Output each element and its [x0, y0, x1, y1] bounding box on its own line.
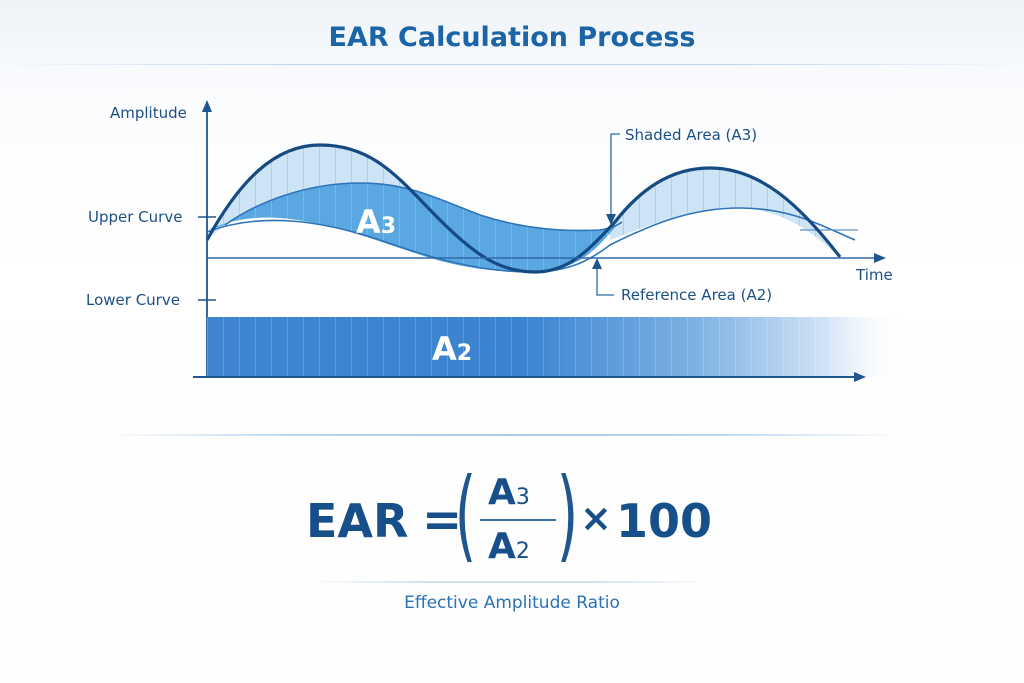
formula-equals: =	[422, 492, 463, 548]
dark-waveform	[205, 143, 842, 274]
section-divider	[105, 434, 905, 436]
y-axis-arrow-icon	[202, 100, 212, 112]
formula-caption: Effective Amplitude Ratio	[404, 593, 620, 613]
time-axis-arrow-icon	[874, 253, 886, 263]
lower-axis-arrow-icon	[854, 372, 866, 382]
formula-multiplier: 100	[616, 494, 713, 548]
formula-numerator: A3	[488, 472, 530, 513]
y-axis-label: Amplitude	[110, 104, 187, 122]
page-title: EAR Calculation Process	[328, 22, 696, 53]
title-divider	[0, 64, 1024, 65]
lower-curve-label: Lower Curve	[86, 291, 180, 309]
a3-shaded-region	[207, 183, 618, 272]
ear-diagram: Amplitude Upper Curve Lower Curve Time S…	[86, 100, 907, 382]
reference-area-callout-arrow-icon	[592, 258, 602, 269]
upper-curve-line	[206, 207, 856, 273]
ear-formula: EAR = ( A3 A2 ) × 100	[300, 456, 720, 580]
a3-area-label: A3	[356, 203, 396, 241]
fraction-bar	[480, 519, 556, 521]
formula-right-paren: )	[556, 456, 579, 573]
formula-divider	[310, 581, 710, 583]
shaded-area-callout-label: Shaded Area (A3)	[625, 126, 757, 144]
upper-curve-label: Upper Curve	[88, 208, 182, 226]
a2-reference-bar	[207, 317, 907, 377]
reference-area-callout-label: Reference Area (A2)	[621, 286, 772, 304]
formula-times: ×	[580, 496, 612, 540]
a2-area-label: A2	[432, 330, 472, 368]
formula-left-paren: (	[454, 456, 477, 573]
formula-lhs: EAR	[306, 494, 409, 548]
formula-denominator: A2	[488, 526, 530, 567]
mid-curve-line	[224, 182, 623, 232]
shaded-area-callout-line	[610, 133, 620, 218]
shaded-area-callout-arrow-icon	[606, 214, 616, 225]
reference-area-callout-line	[596, 266, 614, 296]
x-axis-label: Time	[855, 266, 893, 284]
